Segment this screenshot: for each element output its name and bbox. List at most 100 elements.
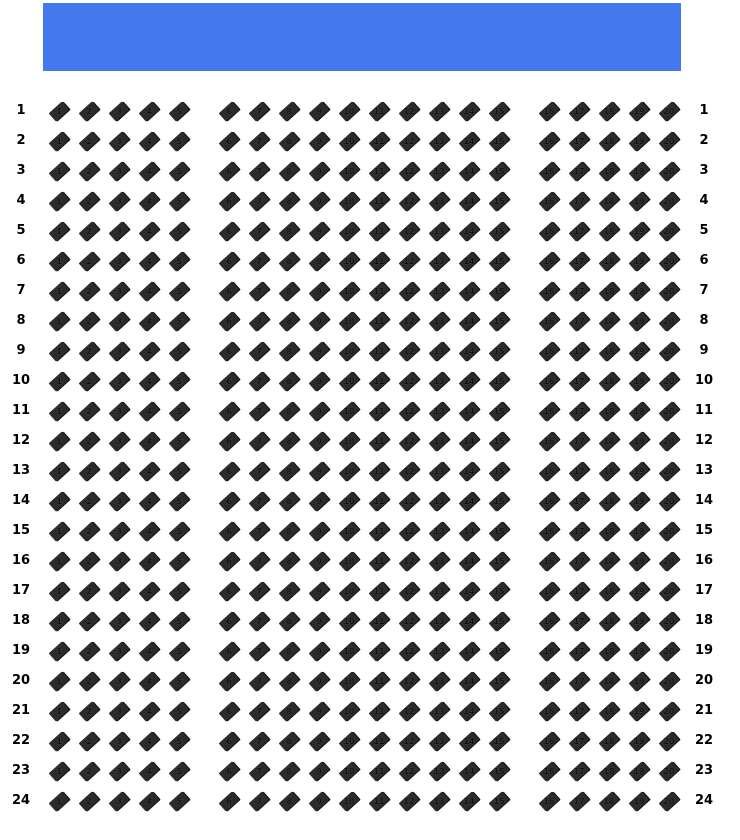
seat[interactable]: 2 [78, 490, 100, 512]
seat[interactable]: 2 [78, 730, 100, 752]
seat[interactable]: 14 [458, 610, 480, 632]
seat[interactable]: 17 [568, 370, 590, 392]
seat[interactable]: 19 [628, 610, 650, 632]
seat[interactable]: 16 [538, 340, 560, 362]
seat[interactable]: 10 [338, 550, 360, 572]
seat[interactable]: 3 [108, 310, 130, 332]
seat[interactable]: 19 [628, 730, 650, 752]
seat[interactable]: 8 [278, 400, 300, 422]
seat[interactable]: 15 [488, 400, 510, 422]
seat[interactable]: 11 [368, 400, 390, 422]
seat[interactable]: 20 [658, 250, 680, 272]
seat[interactable]: 7 [248, 760, 270, 782]
seat[interactable]: 6 [218, 280, 240, 302]
seat[interactable]: 10 [338, 340, 360, 362]
seat[interactable]: 15 [488, 730, 510, 752]
seat[interactable]: 19 [628, 550, 650, 572]
seat[interactable]: 8 [278, 280, 300, 302]
seat[interactable]: 8 [278, 640, 300, 662]
seat[interactable]: 15 [488, 100, 510, 122]
seat[interactable]: 2 [78, 280, 100, 302]
seat[interactable]: 15 [488, 520, 510, 542]
seat[interactable]: 7 [248, 250, 270, 272]
seat[interactable]: 15 [488, 250, 510, 272]
seat[interactable]: 6 [218, 640, 240, 662]
seat[interactable]: 10 [338, 610, 360, 632]
seat[interactable]: 11 [368, 790, 390, 812]
seat[interactable]: 5 [168, 580, 190, 602]
seat[interactable]: 14 [458, 520, 480, 542]
seat[interactable]: 3 [108, 220, 130, 242]
seat[interactable]: 16 [538, 190, 560, 212]
seat[interactable]: 17 [568, 340, 590, 362]
seat[interactable]: 18 [598, 250, 620, 272]
seat[interactable]: 18 [598, 550, 620, 572]
seat[interactable]: 9 [308, 730, 330, 752]
seat[interactable]: 11 [368, 550, 390, 572]
seat[interactable]: 6 [218, 220, 240, 242]
seat[interactable]: 15 [488, 340, 510, 362]
seat[interactable]: 19 [628, 100, 650, 122]
seat[interactable]: 18 [598, 490, 620, 512]
seat[interactable]: 17 [568, 700, 590, 722]
seat[interactable]: 19 [628, 790, 650, 812]
seat[interactable]: 13 [428, 520, 450, 542]
seat[interactable]: 8 [278, 670, 300, 692]
seat[interactable]: 14 [458, 190, 480, 212]
seat[interactable]: 4 [138, 340, 160, 362]
seat[interactable]: 18 [598, 130, 620, 152]
seat[interactable]: 16 [538, 640, 560, 662]
seat[interactable]: 9 [308, 640, 330, 662]
seat[interactable]: 1 [48, 100, 70, 122]
seat[interactable]: 7 [248, 520, 270, 542]
seat[interactable]: 20 [658, 670, 680, 692]
seat[interactable]: 9 [308, 160, 330, 182]
seat[interactable]: 8 [278, 190, 300, 212]
seat[interactable]: 15 [488, 640, 510, 662]
seat[interactable]: 1 [48, 190, 70, 212]
seat[interactable]: 8 [278, 580, 300, 602]
seat[interactable]: 9 [308, 400, 330, 422]
seat[interactable]: 9 [308, 610, 330, 632]
seat[interactable]: 20 [658, 490, 680, 512]
seat[interactable]: 4 [138, 430, 160, 452]
seat[interactable]: 4 [138, 250, 160, 272]
seat[interactable]: 7 [248, 220, 270, 242]
seat[interactable]: 11 [368, 760, 390, 782]
seat[interactable]: 19 [628, 580, 650, 602]
seat[interactable]: 3 [108, 640, 130, 662]
seat[interactable]: 20 [658, 190, 680, 212]
seat[interactable]: 15 [488, 790, 510, 812]
seat[interactable]: 19 [628, 700, 650, 722]
seat[interactable]: 9 [308, 670, 330, 692]
seat[interactable]: 17 [568, 190, 590, 212]
seat[interactable]: 20 [658, 640, 680, 662]
seat[interactable]: 16 [538, 310, 560, 332]
seat[interactable]: 13 [428, 190, 450, 212]
seat[interactable]: 2 [78, 130, 100, 152]
seat[interactable]: 12 [398, 160, 420, 182]
seat[interactable]: 13 [428, 400, 450, 422]
seat[interactable]: 19 [628, 670, 650, 692]
seat[interactable]: 10 [338, 580, 360, 602]
seat[interactable]: 12 [398, 790, 420, 812]
seat[interactable]: 13 [428, 700, 450, 722]
seat[interactable]: 18 [598, 610, 620, 632]
seat[interactable]: 17 [568, 250, 590, 272]
seat[interactable]: 3 [108, 280, 130, 302]
seat[interactable]: 17 [568, 640, 590, 662]
seat[interactable]: 14 [458, 340, 480, 362]
seat[interactable]: 3 [108, 400, 130, 422]
seat[interactable]: 14 [458, 370, 480, 392]
seat[interactable]: 11 [368, 370, 390, 392]
seat[interactable]: 3 [108, 520, 130, 542]
seat[interactable]: 16 [538, 760, 560, 782]
seat[interactable]: 7 [248, 160, 270, 182]
seat[interactable]: 16 [538, 370, 560, 392]
seat[interactable]: 13 [428, 130, 450, 152]
seat[interactable]: 10 [338, 730, 360, 752]
seat[interactable]: 17 [568, 610, 590, 632]
seat[interactable]: 10 [338, 760, 360, 782]
seat[interactable]: 16 [538, 490, 560, 512]
seat[interactable]: 1 [48, 490, 70, 512]
